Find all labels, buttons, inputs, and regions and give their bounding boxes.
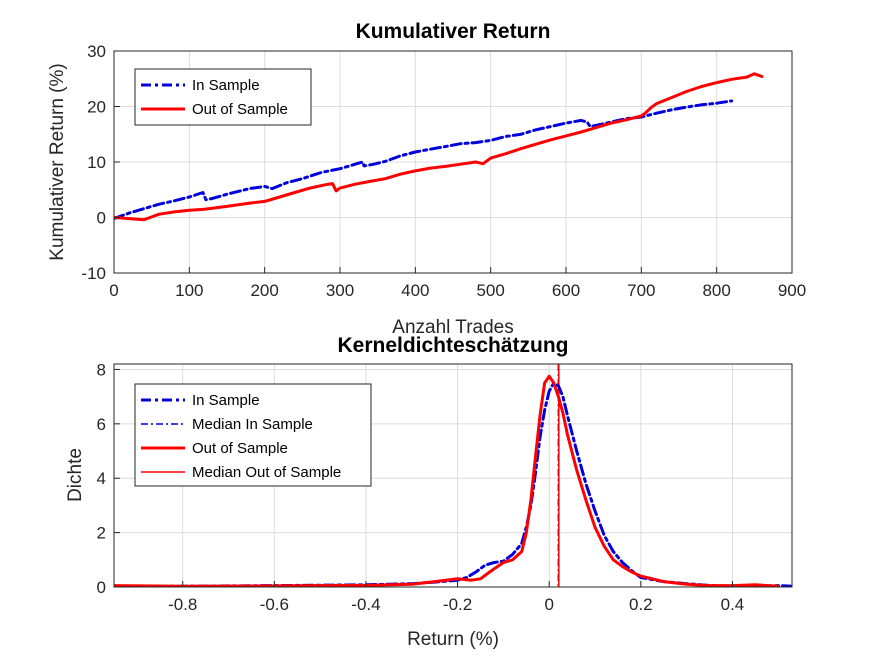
x-tick-label: 200 — [250, 281, 278, 300]
legend-box — [134, 68, 312, 126]
x-tick-label: 900 — [778, 281, 806, 300]
x-tick-label: 700 — [627, 281, 655, 300]
y-tick-label: 0 — [97, 209, 106, 228]
y-axis-label: Kumulativer Return (%) — [47, 63, 68, 260]
y-tick-label: 4 — [97, 469, 106, 488]
y-tick-label: 20 — [87, 98, 106, 117]
x-tick-label: 300 — [326, 281, 354, 300]
y-tick-label: -10 — [81, 264, 106, 283]
legend-label: Median In Sample — [192, 416, 313, 433]
ticks-density: -0.8 -0.6 -0.4 -0.2 0 0.2 0.4 0 2 4 6 8 — [97, 360, 745, 614]
legend-box — [134, 383, 372, 487]
x-axis-label: Anzahl Trades — [392, 317, 513, 338]
x-tick-label: 400 — [401, 281, 429, 300]
y-tick-label: 30 — [87, 42, 106, 61]
chart-title: Kerneldichteschätzung — [337, 334, 568, 357]
series-layer-cumulative — [114, 72, 764, 222]
y-tick-label: 2 — [97, 524, 106, 543]
legend-cumulative: In Sample Out of Sample — [134, 68, 312, 126]
x-tick-label: -0.2 — [443, 595, 472, 614]
x-tick-label: 600 — [552, 281, 580, 300]
x-tick-label: -0.4 — [351, 595, 380, 614]
legend-label: Out of Sample — [192, 440, 288, 457]
y-tick-label: 10 — [87, 153, 106, 172]
y-axis-label: Dichte — [65, 448, 86, 502]
plot-frame-density — [113, 363, 793, 588]
x-axis-label: Return (%) — [407, 629, 499, 650]
y-tick-label: 0 — [97, 578, 106, 597]
y-tick-label: 6 — [97, 415, 106, 434]
x-tick-label: 0.2 — [629, 595, 653, 614]
x-tick-label: -0.6 — [260, 595, 289, 614]
series-line — [114, 374, 780, 587]
x-tick-label: 100 — [175, 281, 203, 300]
legend-label: Median Out of Sample — [192, 464, 341, 481]
x-tick-label: -0.8 — [168, 595, 197, 614]
plot-frame-cumulative — [113, 50, 793, 274]
x-tick-label: 0 — [109, 281, 118, 300]
legend-label: In Sample — [192, 392, 260, 409]
x-tick-label: 0 — [544, 595, 553, 614]
series-layer-density — [114, 364, 792, 587]
x-tick-label: 800 — [702, 281, 730, 300]
y-tick-label: 8 — [97, 360, 106, 379]
x-tick-label: 0.4 — [721, 595, 745, 614]
x-tick-label: 500 — [476, 281, 504, 300]
series-line — [114, 72, 764, 222]
legend-density: In Sample Median In Sample Out of Sample Me… — [134, 383, 372, 487]
chart-title: Kumulativer Return — [356, 20, 551, 43]
legend-label: In Sample — [192, 77, 260, 94]
legend-label: Out of Sample — [192, 101, 288, 118]
chart-kernel-density: -0.8 -0.6 -0.4 -0.2 0 0.2 0.4 0 2 4 6 8 Kerneldicht… — [65, 334, 793, 650]
